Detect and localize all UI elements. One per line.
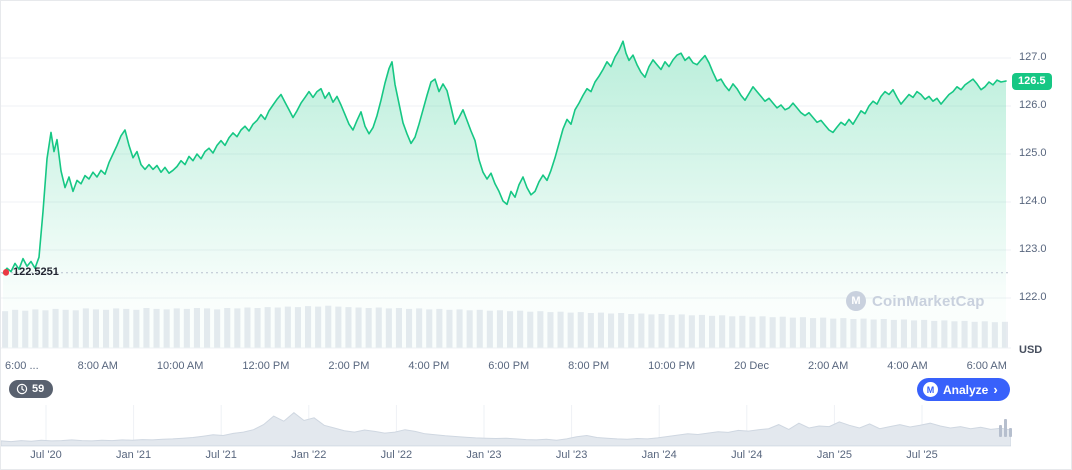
brush-tick-label: Jul '20 (30, 449, 62, 461)
y-axis-tick-label: 123.0 (1019, 243, 1047, 255)
y-axis-tick-label: 127.0 (1019, 51, 1047, 63)
price-chart-canvas[interactable] (1, 1, 1011, 357)
x-axis-tick-label: 6:00 AM (966, 360, 1007, 372)
x-axis-tick-label: 2:00 AM (807, 360, 849, 372)
coinmarketcap-watermark: M CoinMarketCap (846, 291, 985, 311)
price-line (2, 40, 1007, 274)
x-axis-tick-label: 20 Dec (734, 360, 769, 372)
brush-tick-label: Jul '22 (380, 449, 413, 461)
x-axis-tick-label: 6:00 ... (5, 360, 39, 372)
brush-tick-label: Jul '23 (555, 449, 588, 461)
brush-tick-label: Jul '24 (731, 449, 763, 461)
x-axis-tick-label: 8:00 PM (568, 360, 610, 372)
history-count: 59 (32, 383, 45, 395)
y-axis-unit-label: USD (1019, 344, 1043, 356)
brush-tick-label: Jan '25 (816, 449, 852, 461)
x-axis-tick-label: 8:00 AM (77, 360, 118, 372)
y-axis-tick-label: 126.0 (1019, 99, 1047, 111)
x-axis-tick-label: 12:00 PM (242, 360, 290, 372)
history-count-button[interactable]: 59 (9, 380, 54, 398)
x-axis-tick-label: 10:00 AM (156, 360, 204, 372)
brush-tick-label: Jan '24 (641, 449, 677, 461)
y-axis-tick-label: 122.0 (1019, 291, 1047, 303)
brush-tick-label: Jan '23 (466, 449, 502, 461)
brush-handle-bars-icon[interactable] (998, 415, 1014, 441)
x-axis-tick-label: 4:00 AM (887, 360, 928, 372)
x-axis-tick-label: 2:00 PM (328, 360, 370, 372)
previous-close-label: 122.5251 (13, 265, 59, 278)
current-price-badge: 126.5 (1012, 73, 1052, 90)
history-clock-icon (16, 383, 28, 395)
y-axis-tick-label: 125.0 (1019, 147, 1047, 159)
previous-close-marker: 122.5251 (3, 266, 59, 278)
brush-tick-label: Jul '25 (906, 449, 938, 461)
brush-axis-labels: Jul '20 Jan '21 Jul '21 Jan '22 Jul '22 Jan '… (1, 449, 1011, 465)
analyze-button[interactable]: M Analyze › (917, 378, 1010, 401)
x-axis-tick-label: 10:00 PM (648, 360, 696, 372)
brush-tick-label: Jan '21 (116, 449, 152, 461)
x-axis: 6:00 ... 8:00 AM 10:00 AM 12:00 PM 2:00 PM 4:… (5, 360, 1007, 372)
cmc-logo-icon: M (923, 382, 938, 397)
x-axis-tick-label: 4:00 PM (408, 360, 450, 372)
brush-tick-label: Jul '21 (205, 449, 237, 461)
date-range-brush[interactable] (1, 405, 1011, 449)
analyze-label: Analyze (943, 382, 989, 397)
brush-tick-label: Jan '22 (291, 449, 327, 461)
cmc-watermark-text: CoinMarketCap (872, 292, 985, 310)
brush-area-series (1, 412, 1011, 447)
x-axis-tick-label: 6:00 PM (488, 360, 530, 372)
previous-close-dot-icon (3, 268, 9, 275)
cmc-watermark-logo-icon: M (846, 291, 866, 311)
y-axis-tick-label: 124.0 (1019, 195, 1047, 207)
chevron-right-icon: › (993, 382, 998, 397)
y-axis: 127.0 126.0 125.0 124.0 123.0 122.0 USD (1011, 1, 1071, 357)
price-area-fill (3, 41, 1006, 348)
